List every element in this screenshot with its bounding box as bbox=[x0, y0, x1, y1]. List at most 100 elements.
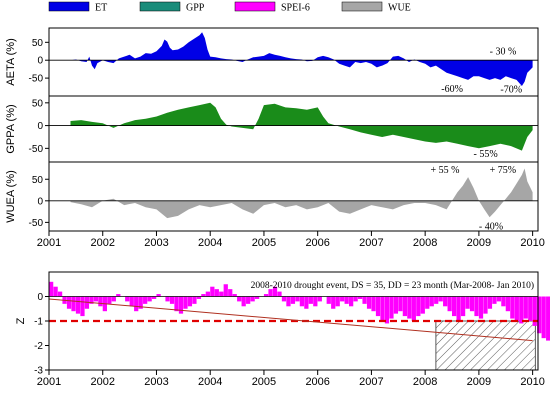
legend: ET GPP SPEI-6 WUE bbox=[48, 1, 411, 14]
spei-bar bbox=[223, 284, 228, 297]
spei-bar bbox=[532, 296, 537, 326]
legend-label-et: ET bbox=[95, 3, 107, 14]
spei-bar bbox=[116, 294, 121, 297]
spei-bar bbox=[353, 296, 358, 302]
y-tick-label: -1 bbox=[34, 317, 43, 328]
spei-bar bbox=[156, 294, 161, 297]
spei-bar bbox=[250, 296, 255, 302]
spei-bar bbox=[246, 296, 251, 304]
y-axis-label: GPPA (%) bbox=[5, 104, 17, 153]
y-axis-label: AETA (%) bbox=[5, 38, 17, 85]
spei-bar bbox=[151, 296, 157, 299]
spei-bar bbox=[241, 296, 246, 307]
area-series-wuea bbox=[70, 168, 533, 219]
y-axis-label: WUEA (%) bbox=[5, 170, 17, 223]
legend-swatch-spei bbox=[234, 1, 276, 12]
spei-bar bbox=[510, 296, 515, 319]
spei-bar bbox=[483, 296, 488, 314]
spei-bar bbox=[286, 296, 291, 307]
spei-bar bbox=[237, 296, 242, 302]
x-tick-label: 2003 bbox=[144, 376, 168, 388]
spei-bar bbox=[210, 286, 215, 297]
spei-bar bbox=[523, 296, 528, 319]
spei-bar bbox=[98, 296, 103, 307]
annotation: - 30 % bbox=[490, 46, 517, 57]
spei-bar bbox=[416, 296, 421, 317]
x-tick-label: 2009 bbox=[467, 237, 491, 249]
spei-bar bbox=[228, 289, 233, 297]
y-tick-label: -3 bbox=[34, 366, 43, 377]
spei-bar bbox=[313, 296, 318, 307]
spei-bar bbox=[80, 296, 85, 317]
spei-bar bbox=[178, 296, 184, 314]
spei-bar bbox=[272, 286, 278, 297]
x-tick-label: 2004 bbox=[198, 376, 222, 388]
x-tick-label: 2010 bbox=[520, 237, 544, 249]
x-tick-label: 2005 bbox=[252, 237, 276, 249]
spei-bar bbox=[317, 296, 322, 302]
spei-bar bbox=[429, 296, 434, 307]
spei-bar bbox=[183, 296, 188, 309]
spei-bar bbox=[411, 296, 416, 321]
spei-bar bbox=[460, 296, 466, 317]
spei-bar bbox=[528, 296, 533, 321]
area-series-aeta bbox=[70, 32, 533, 86]
annotation: -70% bbox=[500, 85, 522, 96]
spei-bar bbox=[89, 296, 94, 304]
annotation: - 55% bbox=[474, 149, 498, 160]
y-tick-label: -50 bbox=[29, 144, 44, 155]
drought-event-annotation: 2008-2010 drought event, DS = 35, DD = 2… bbox=[251, 280, 534, 291]
x-tick-label: 2007 bbox=[359, 237, 383, 249]
spei-bar bbox=[420, 296, 425, 314]
x-tick-label: 2001 bbox=[37, 237, 61, 249]
spei-bar bbox=[393, 296, 399, 314]
spei-bar bbox=[340, 296, 345, 302]
spei-bar bbox=[402, 296, 408, 317]
spei-bar bbox=[111, 296, 116, 302]
spei-bar bbox=[371, 296, 376, 312]
spei-bar bbox=[169, 296, 175, 304]
stacked-panels: 50 0 -50 AETA (%) - 30 % -60% -70% 50 0 -50 GPPA (… bbox=[5, 27, 539, 233]
spei-bar bbox=[541, 296, 546, 339]
spei-bar bbox=[254, 296, 260, 299]
spei-bar bbox=[49, 281, 54, 297]
spei-bar bbox=[125, 296, 130, 302]
y-tick-label: 0 bbox=[37, 196, 43, 207]
spei-bar bbox=[219, 291, 224, 297]
annotation: + 55 % bbox=[431, 165, 460, 176]
legend-label-wue: WUE bbox=[388, 3, 411, 14]
annotation: - 40% bbox=[479, 222, 503, 233]
spei-bar bbox=[487, 296, 493, 309]
spei-bar bbox=[192, 296, 197, 304]
spei-bar bbox=[304, 296, 309, 309]
spei-bar bbox=[362, 296, 367, 304]
spei-bar bbox=[93, 296, 99, 302]
spei-bar bbox=[277, 291, 282, 297]
spei-bar bbox=[281, 296, 287, 302]
spei-bar bbox=[75, 296, 81, 314]
panel-wuea: 50 0 -50 WUEA (%) + 55 % + 75% - 40% bbox=[5, 161, 539, 233]
x-tick-label: 2004 bbox=[198, 237, 222, 249]
spei-bar bbox=[331, 296, 336, 309]
spei-bar bbox=[380, 296, 385, 321]
spei-bar bbox=[134, 296, 139, 312]
x-tick-label: 2002 bbox=[90, 237, 114, 249]
panel-frame bbox=[48, 161, 539, 232]
y-tick-label: 0 bbox=[37, 56, 43, 67]
spei-bar bbox=[143, 296, 148, 304]
y-tick-label: 50 bbox=[32, 38, 44, 49]
spei-bar bbox=[519, 296, 524, 324]
spei-bar bbox=[232, 294, 237, 297]
spei-bar bbox=[434, 296, 439, 304]
y-tick-label: 50 bbox=[32, 175, 44, 186]
spei-bar bbox=[344, 296, 349, 304]
legend-swatch-gpp bbox=[139, 1, 181, 12]
legend-swatch-et bbox=[48, 1, 90, 12]
panel-gppa: 50 0 -50 GPPA (%) - 55% bbox=[5, 95, 539, 163]
spei-bar bbox=[335, 296, 340, 307]
annotation: -60% bbox=[441, 84, 463, 95]
spei-bar bbox=[138, 296, 143, 309]
panel-aeta: 50 0 -50 AETA (%) - 30 % -60% -70% bbox=[5, 27, 539, 97]
spei-bar bbox=[443, 296, 448, 307]
